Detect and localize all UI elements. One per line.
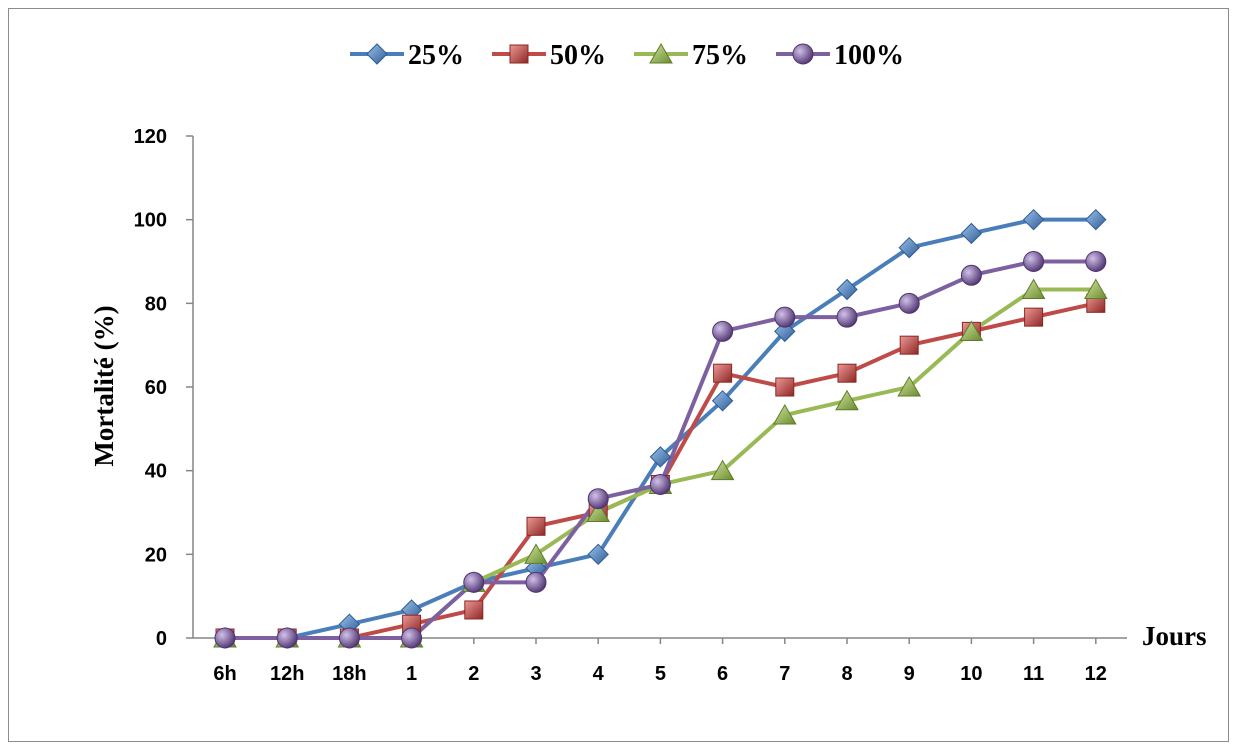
data-point-75pct <box>835 389 859 411</box>
data-point-75pct <box>1021 278 1046 300</box>
data-point-75pct <box>1083 278 1108 300</box>
x-tick-label: 2 <box>468 663 479 685</box>
legend-label-75pct: 75% <box>692 40 748 71</box>
y-tick-label: 60 <box>145 377 167 399</box>
legend: 25% 50% 75% 100% <box>350 40 904 71</box>
data-point-75pct <box>524 543 548 564</box>
x-tick-label: 3 <box>530 663 541 685</box>
data-point-75pct <box>897 376 922 397</box>
x-axis-title: Jours <box>1142 621 1207 651</box>
legend-marker-50pct <box>509 44 529 64</box>
x-tick-label: 18h <box>332 663 366 685</box>
data-point-50pct <box>464 600 484 620</box>
data-point-25pct <box>960 222 983 245</box>
data-point-50pct <box>713 363 733 383</box>
x-tick-label: 10 <box>960 663 982 685</box>
data-point-50pct <box>837 363 857 383</box>
data-point-100pct <box>276 627 298 649</box>
x-tick-label: 6 <box>717 663 728 685</box>
data-point-100pct <box>1085 251 1107 272</box>
data-point-75pct <box>772 404 797 425</box>
series-line-50pct <box>223 301 1098 640</box>
x-tick-label: 12h <box>270 663 304 685</box>
data-point-100pct <box>587 488 609 510</box>
data-point-25pct <box>587 543 609 566</box>
data-point-100pct <box>712 320 734 342</box>
data-point-100pct <box>649 473 671 495</box>
x-tick-label: 7 <box>779 663 790 685</box>
y-tick-label: 100 <box>134 210 167 232</box>
x-tick-label: 9 <box>904 663 915 685</box>
axes <box>186 135 1127 644</box>
y-tick-label: 80 <box>145 293 167 315</box>
series-markers <box>213 208 1108 649</box>
x-tick-label: 4 <box>593 663 605 685</box>
data-point-75pct <box>586 501 611 522</box>
x-tick-label: 12 <box>1085 663 1107 685</box>
data-point-50pct <box>899 335 919 355</box>
x-tick-label: 1 <box>406 663 417 685</box>
data-point-100pct <box>401 627 423 649</box>
x-tick-label: 11 <box>1023 663 1044 685</box>
data-point-100pct <box>836 306 858 328</box>
data-point-100pct <box>214 627 236 649</box>
data-point-25pct <box>898 236 920 259</box>
data-point-100pct <box>774 306 796 328</box>
data-point-100pct <box>960 264 982 286</box>
data-point-100pct <box>463 571 485 593</box>
legend-label-100pct: 100% <box>834 40 904 71</box>
chart-frame <box>8 8 1229 742</box>
data-point-75pct <box>959 320 984 341</box>
data-point-50pct <box>1024 307 1044 327</box>
data-point-75pct <box>710 459 735 481</box>
data-point-100pct <box>898 292 920 314</box>
x-tick-label: 6h <box>213 663 236 685</box>
y-tick-label: 0 <box>156 628 167 650</box>
data-point-25pct <box>649 446 672 468</box>
x-tick-label: 5 <box>655 663 666 685</box>
data-point-25pct <box>711 390 734 412</box>
data-point-50pct <box>526 516 546 536</box>
x-tick-label: 8 <box>841 663 852 685</box>
y-tick-label: 40 <box>145 461 167 483</box>
y-tick-label: 120 <box>134 126 167 148</box>
y-tick-label: 20 <box>145 544 167 566</box>
data-point-25pct <box>1022 208 1045 231</box>
legend-label-25pct: 25% <box>408 40 464 71</box>
legend-marker-100pct <box>792 43 814 65</box>
legend-label-50pct: 50% <box>550 40 606 71</box>
data-point-50pct <box>775 377 795 397</box>
data-point-25pct <box>836 278 858 301</box>
legend-marker-25pct <box>366 43 388 65</box>
data-point-100pct <box>1023 251 1045 272</box>
data-point-100pct <box>525 571 547 593</box>
legend-marker-75pct <box>649 43 673 64</box>
y-axis-title: Mortalité (%) <box>89 305 119 466</box>
data-point-25pct <box>1085 208 1107 231</box>
data-point-100pct <box>338 627 360 649</box>
